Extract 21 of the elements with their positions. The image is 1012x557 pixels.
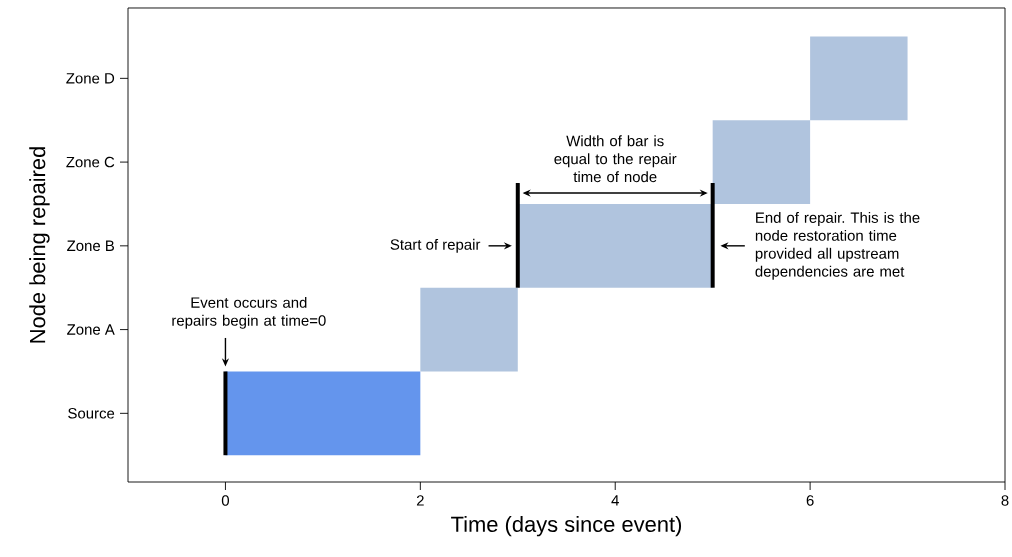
x-tick-label: 4 <box>611 495 619 506</box>
bar <box>225 371 421 456</box>
x-axis-title: Time (days since event) <box>451 515 682 537</box>
y-tick-label: Zone B <box>67 240 115 252</box>
x-tick-label: 6 <box>806 495 814 506</box>
annotation: End of repair. This is the node restoration time provided all upstream dependencies are met <box>755 211 920 280</box>
bar <box>517 203 713 288</box>
annotation: Event occurs and repairs begin at time=0 <box>172 296 326 329</box>
y-tick-label: Zone C <box>66 156 115 168</box>
x-tick-label: 2 <box>416 495 424 506</box>
annotation: Start of repair <box>390 238 481 253</box>
x-tick-label: 8 <box>1001 495 1009 506</box>
bar <box>810 36 908 121</box>
y-tick-label: Zone D <box>66 73 115 84</box>
annotation: Width of bar is equal to the repair time of node <box>554 135 677 183</box>
x-tick-label: 0 <box>221 495 230 506</box>
y-axis-title: Node being repaired <box>29 147 50 343</box>
bar <box>712 120 811 204</box>
y-tick-label: Source <box>68 408 115 419</box>
bar <box>420 287 518 372</box>
y-tick-label: Zone A <box>67 324 115 335</box>
